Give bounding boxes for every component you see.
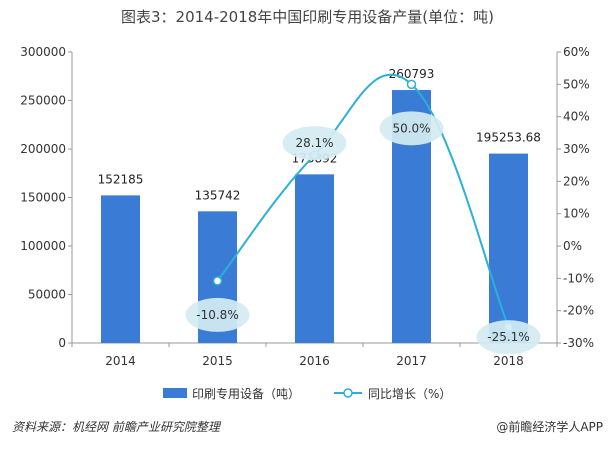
bar bbox=[295, 174, 334, 343]
chart-title: 图表3：2014-2018年中国印刷专用设备产量(单位：吨) bbox=[120, 8, 494, 26]
source-note: 资料来源：机经网 前瞻产业研究院整理 bbox=[12, 420, 220, 434]
left-tick-label: 250000 bbox=[20, 94, 66, 108]
right-tick-label: 50% bbox=[563, 77, 590, 91]
bar-value-label: 135742 bbox=[195, 188, 241, 202]
growth-point bbox=[406, 79, 417, 90]
axes-group: 0 50000 100000 150000 200000 250000 300000 -30%… bbox=[20, 45, 594, 368]
growth-label-bubble bbox=[379, 111, 444, 146]
right-tick-label: -20% bbox=[563, 304, 594, 318]
legend: 印刷专用设备（吨） 同比增长（%） bbox=[163, 386, 451, 401]
right-tick-label: 20% bbox=[563, 174, 590, 188]
growth-label-bubble bbox=[282, 126, 347, 161]
legend-bar-swatch bbox=[163, 388, 187, 398]
legend-bar-label: 印刷专用设备（吨） bbox=[192, 386, 300, 401]
growth-line bbox=[216, 73, 510, 328]
credit-text: @前瞻经济学人APP bbox=[496, 420, 603, 434]
left-tick-label: 100000 bbox=[20, 239, 66, 253]
right-tick-label: 40% bbox=[563, 110, 590, 124]
growth-point bbox=[212, 276, 223, 286]
left-tick-label: 300000 bbox=[20, 45, 66, 59]
growth-line-group: -10.8% 28.1% 50.0% -25.1% bbox=[185, 73, 541, 355]
bar bbox=[489, 153, 528, 343]
growth-label-bubble bbox=[476, 320, 541, 355]
right-tick-label: 30% bbox=[563, 142, 590, 156]
growth-value-label: 50.0% bbox=[392, 121, 430, 135]
x-tick-label: 2014 bbox=[105, 354, 136, 368]
x-tick-label: 2015 bbox=[202, 354, 233, 368]
growth-label-bubble bbox=[185, 297, 250, 332]
right-tick-label: 60% bbox=[563, 45, 590, 59]
x-tick-label: 2018 bbox=[493, 354, 524, 368]
bar-value-label: 195253.68 bbox=[476, 131, 541, 145]
left-tick-label: 150000 bbox=[20, 191, 66, 205]
bar bbox=[101, 195, 140, 343]
growth-value-label: -25.1% bbox=[487, 330, 529, 344]
right-tick-label: 0% bbox=[563, 239, 582, 253]
x-tick-label: 2016 bbox=[299, 354, 330, 368]
right-tick-label: 10% bbox=[563, 207, 590, 221]
legend-line-marker bbox=[343, 388, 353, 398]
left-tick-label: 50000 bbox=[28, 288, 66, 302]
x-tick-label: 2017 bbox=[396, 354, 427, 368]
left-tick-label: 0 bbox=[58, 336, 66, 350]
growth-value-label: -10.8% bbox=[196, 308, 238, 322]
growth-value-label: 28.1% bbox=[295, 136, 333, 150]
left-tick-label: 200000 bbox=[20, 142, 66, 156]
bar-value-label: 152185 bbox=[98, 172, 144, 186]
right-tick-label: -30% bbox=[563, 336, 594, 350]
legend-line-label: 同比增长（%） bbox=[368, 387, 451, 401]
bar-value-label: 260793 bbox=[389, 67, 435, 81]
right-tick-label: -10% bbox=[563, 271, 594, 285]
